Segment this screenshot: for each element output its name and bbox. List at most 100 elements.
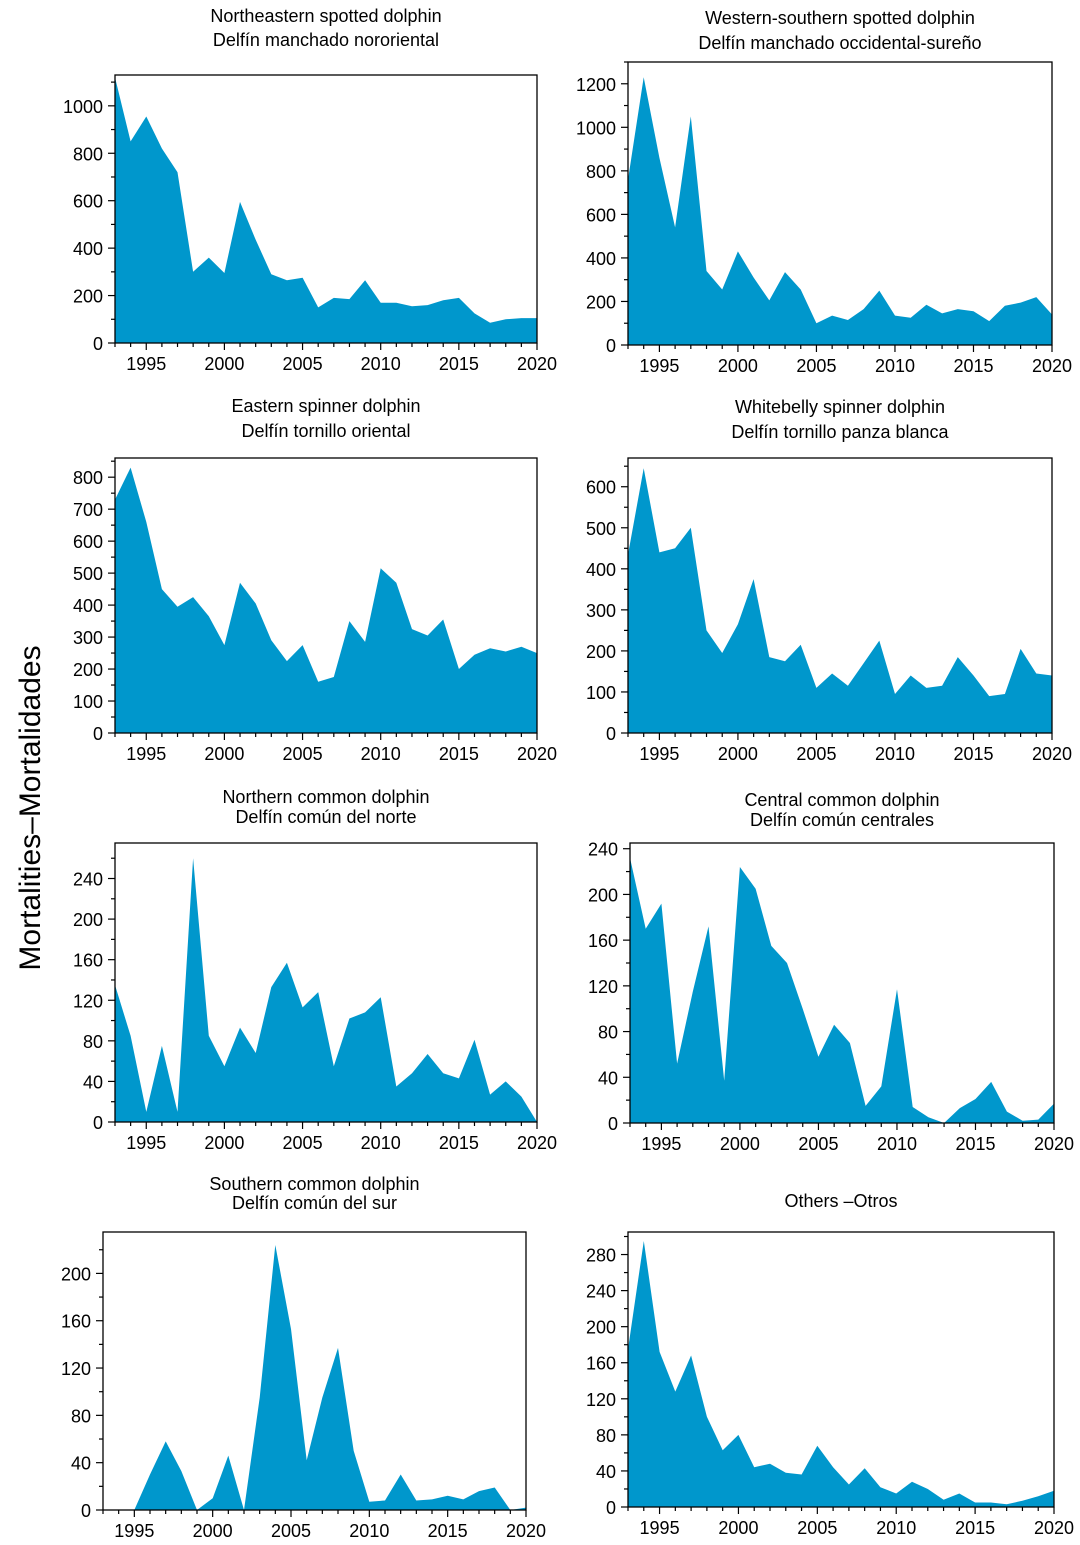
y-tick-label: 160 bbox=[73, 951, 103, 971]
chart-subtitle: Delfín manchado occidental-sureño bbox=[698, 33, 981, 53]
y-tick-label: 500 bbox=[586, 519, 616, 539]
x-tick-label: 1995 bbox=[114, 1521, 154, 1541]
y-tick-label: 200 bbox=[73, 660, 103, 680]
y-tick-label: 0 bbox=[606, 724, 616, 744]
y-tick-label: 200 bbox=[73, 910, 103, 930]
y-tick-label: 200 bbox=[588, 885, 618, 905]
y-tick-label: 240 bbox=[586, 1282, 616, 1302]
chart-title: Northeastern spotted dolphin bbox=[210, 6, 441, 26]
plot-frame bbox=[627, 1231, 1055, 1508]
x-tick-label: 2015 bbox=[953, 356, 993, 376]
y-tick-label: 800 bbox=[73, 144, 103, 164]
area-series bbox=[628, 468, 1052, 733]
y-tick-label: 120 bbox=[73, 991, 103, 1011]
x-tick-label: 2010 bbox=[877, 1134, 917, 1154]
y-tick-label: 800 bbox=[73, 468, 103, 488]
chart-subtitle: Delfín tornillo oriental bbox=[241, 421, 410, 441]
x-tick-label: 2020 bbox=[517, 1133, 557, 1153]
x-tick-label: 2000 bbox=[204, 744, 244, 764]
x-tick-label: 2000 bbox=[720, 1134, 760, 1154]
y-tick-label: 80 bbox=[598, 1023, 618, 1043]
plot-frame bbox=[627, 61, 1053, 346]
x-tick-label: 1995 bbox=[641, 1134, 681, 1154]
x-tick-label: 2020 bbox=[1032, 744, 1072, 764]
y-tick-label: 200 bbox=[586, 292, 616, 312]
x-tick-label: 2020 bbox=[1034, 1518, 1074, 1538]
y-tick-label: 280 bbox=[586, 1246, 616, 1266]
x-tick-label: 2000 bbox=[718, 744, 758, 764]
x-tick-label: 2020 bbox=[517, 354, 557, 374]
chart-subtitle: Delfín común del sur bbox=[232, 1193, 397, 1213]
y-tick-label: 80 bbox=[71, 1406, 91, 1426]
x-tick-label: 1995 bbox=[126, 354, 166, 374]
y-tick-label: 40 bbox=[598, 1068, 618, 1088]
x-tick-label: 2020 bbox=[517, 744, 557, 764]
y-tick-label: 1000 bbox=[576, 118, 616, 138]
y-tick-label: 300 bbox=[586, 601, 616, 621]
y-tick-label: 40 bbox=[71, 1454, 91, 1474]
y-tick-label: 0 bbox=[93, 334, 103, 354]
x-tick-label: 2000 bbox=[193, 1521, 233, 1541]
x-tick-label: 2015 bbox=[439, 1133, 479, 1153]
y-tick-label: 100 bbox=[73, 692, 103, 712]
chart-panel: Northeastern spotted dolphin Delfín manch… bbox=[63, 6, 557, 374]
x-tick-label: 2015 bbox=[953, 744, 993, 764]
x-tick-label: 2005 bbox=[271, 1521, 311, 1541]
x-tick-label: 2010 bbox=[361, 744, 401, 764]
x-tick-label: 2010 bbox=[875, 744, 915, 764]
area-series bbox=[115, 467, 537, 733]
x-tick-label: 1995 bbox=[639, 356, 679, 376]
plot-frame bbox=[102, 1231, 527, 1511]
plot-frame bbox=[629, 842, 1055, 1124]
y-tick-label: 300 bbox=[73, 628, 103, 648]
x-tick-label: 2005 bbox=[283, 744, 323, 764]
y-tick-label: 240 bbox=[73, 870, 103, 890]
y-tick-label: 0 bbox=[608, 1114, 618, 1134]
y-tick-label: 700 bbox=[73, 500, 103, 520]
chart-panel: Eastern spinner dolphin Delfín tornillo o… bbox=[73, 396, 557, 764]
x-tick-label: 1995 bbox=[639, 744, 679, 764]
x-tick-label: 2010 bbox=[875, 356, 915, 376]
y-tick-label: 400 bbox=[73, 239, 103, 259]
x-tick-label: 2005 bbox=[796, 744, 836, 764]
chart-title: Eastern spinner dolphin bbox=[231, 396, 420, 416]
plot-frame bbox=[114, 842, 538, 1123]
y-tick-label: 80 bbox=[83, 1032, 103, 1052]
x-tick-label: 2015 bbox=[428, 1521, 468, 1541]
chart-subtitle: Delfín común del norte bbox=[235, 807, 416, 827]
y-tick-label: 40 bbox=[83, 1072, 103, 1092]
area-series bbox=[628, 1241, 1054, 1507]
y-tick-label: 1000 bbox=[63, 97, 103, 117]
y-tick-label: 0 bbox=[606, 336, 616, 356]
y-tick-label: 0 bbox=[93, 1113, 103, 1133]
x-tick-label: 2010 bbox=[361, 1133, 401, 1153]
area-series bbox=[103, 1245, 526, 1510]
chart-subtitle: Delfín común centrales bbox=[750, 810, 934, 830]
area-series bbox=[115, 858, 537, 1122]
y-tick-label: 200 bbox=[73, 287, 103, 307]
y-tick-label: 0 bbox=[93, 724, 103, 744]
chart-title: Northern common dolphin bbox=[222, 787, 429, 807]
x-tick-label: 2020 bbox=[506, 1521, 546, 1541]
x-tick-label: 2020 bbox=[1034, 1134, 1074, 1154]
chart-subtitle: Delfín manchado nororiental bbox=[213, 30, 439, 50]
y-tick-label: 0 bbox=[606, 1498, 616, 1518]
y-tick-label: 80 bbox=[596, 1426, 616, 1446]
panels: Northeastern spotted dolphin Delfín manch… bbox=[61, 6, 1074, 1541]
y-tick-label: 400 bbox=[73, 596, 103, 616]
y-tick-label: 120 bbox=[588, 977, 618, 997]
y-tick-label: 100 bbox=[586, 683, 616, 703]
chart-subtitle: Delfín tornillo panza blanca bbox=[731, 422, 949, 442]
y-tick-label: 600 bbox=[586, 205, 616, 225]
y-axis-title: Mortalities–Mortalidades bbox=[14, 645, 47, 970]
area-series bbox=[115, 77, 537, 344]
plot-frame bbox=[627, 457, 1053, 734]
y-tick-label: 240 bbox=[588, 840, 618, 860]
y-tick-label: 120 bbox=[586, 1390, 616, 1410]
chart-title: Others –Otros bbox=[784, 1191, 897, 1211]
chart-title: Whitebelly spinner dolphin bbox=[735, 397, 945, 417]
y-tick-label: 800 bbox=[586, 162, 616, 182]
x-tick-label: 2015 bbox=[439, 354, 479, 374]
